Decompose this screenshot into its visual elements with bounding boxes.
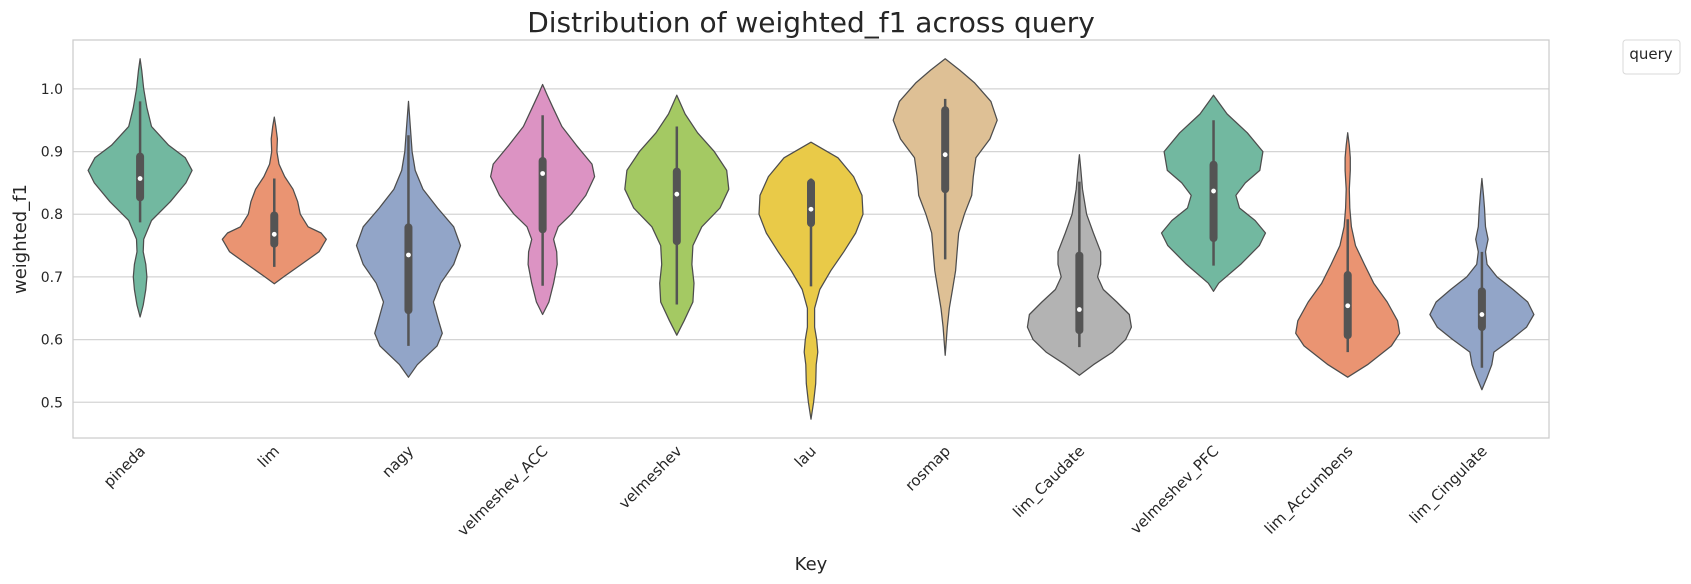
y-axis-label: weighted_f1	[10, 184, 31, 294]
violins	[87, 58, 1535, 420]
x-axis-label: Key	[795, 554, 828, 575]
violin-median-marker	[1076, 307, 1082, 312]
violin-median-marker	[1211, 188, 1216, 194]
x-tick-label: lau	[791, 442, 820, 471]
y-tick-label: 1.0	[41, 82, 63, 98]
x-tick-label: lim	[254, 442, 283, 471]
x-tick-label: velmeshev_ACC	[454, 442, 552, 540]
x-tick-label: lim_Caudate	[1009, 442, 1089, 522]
y-tick-label: 0.5	[41, 395, 63, 411]
violin-median-marker	[674, 191, 680, 197]
violin-velmeshev_PFC	[1160, 94, 1267, 292]
violin-median-marker	[406, 252, 411, 258]
violin-rosmap	[892, 58, 998, 356]
violin-median-marker	[137, 176, 143, 181]
violin-median-marker	[808, 206, 814, 212]
x-tick-label: velmeshev	[615, 442, 685, 512]
violin-lim	[221, 116, 327, 285]
violin-median-marker	[942, 152, 948, 158]
x-tick-label: pineda	[100, 442, 149, 491]
y-tick-label: 0.8	[41, 207, 63, 223]
y-tick-label: 0.6	[41, 333, 63, 349]
violin-median-marker	[1345, 303, 1351, 309]
chart-title: Distribution of weighted_f1 across query	[527, 6, 1095, 39]
violin-median-marker	[1479, 312, 1485, 317]
y-tick-label: 0.7	[41, 270, 63, 286]
legend-box	[1622, 39, 1681, 75]
plot-frame	[72, 39, 1550, 439]
x-tick-label: rosmap	[902, 442, 954, 494]
violin-nagy	[355, 100, 462, 378]
violin-lim_Accumbens	[1295, 132, 1401, 378]
violin-velmeshev	[624, 94, 730, 336]
violin-median-marker	[540, 171, 546, 176]
legend-title: query	[1629, 45, 1672, 63]
violin-velmeshev_ACC	[489, 83, 596, 316]
x-tick-label: velmeshev_PFC	[1127, 442, 1223, 538]
x-tick-label: nagy	[378, 442, 417, 481]
y-tick-label: 0.9	[41, 145, 63, 161]
x-tick-label: lim_Accumbens	[1261, 442, 1357, 538]
x-tick-label: lim_Cingulate	[1406, 442, 1492, 528]
x-axis-ticks: pineda lim nagy velmeshev_ACC velmeshev lau ro…	[100, 442, 1491, 540]
violin-lim_Cingulate	[1429, 177, 1535, 391]
violin-pineda	[87, 58, 193, 318]
violin-lau	[758, 141, 864, 420]
legend: query	[1622, 39, 1681, 75]
violin-lim_Caudate	[1026, 154, 1133, 376]
y-axis-ticks: 0.5 0.6 0.7 0.8 0.9 1.0	[41, 82, 63, 411]
violin-median-marker	[271, 231, 277, 237]
